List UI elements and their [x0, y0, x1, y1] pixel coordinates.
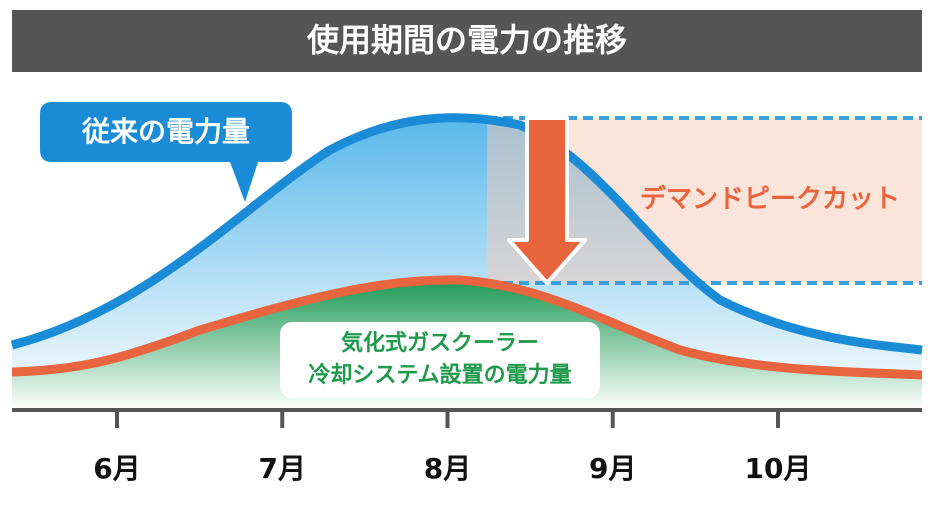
month-label: 6月 — [93, 452, 140, 485]
title-bar — [12, 10, 922, 72]
down-arrow — [507, 116, 587, 285]
red-curve — [11, 275, 923, 380]
month-label: 10月 — [745, 452, 812, 485]
month-label: 8月 — [424, 452, 471, 485]
month-axis: 6月 7月 8月 9月 10月 — [93, 410, 811, 485]
label-box — [280, 322, 600, 398]
label-line: 気化式ガスクーラー — [341, 330, 539, 356]
annotation: デマンドピークカット — [640, 184, 900, 215]
title: 使用期間の電力の推移 — [306, 21, 627, 59]
callout-bubble — [40, 102, 292, 202]
label-line: 冷却システム設置の電力量 — [308, 362, 571, 388]
month-label: 7月 — [259, 452, 306, 485]
blue-curve — [10, 113, 923, 355]
month-label: 9月 — [589, 452, 636, 485]
callout: 従来の電力量 — [81, 115, 250, 148]
